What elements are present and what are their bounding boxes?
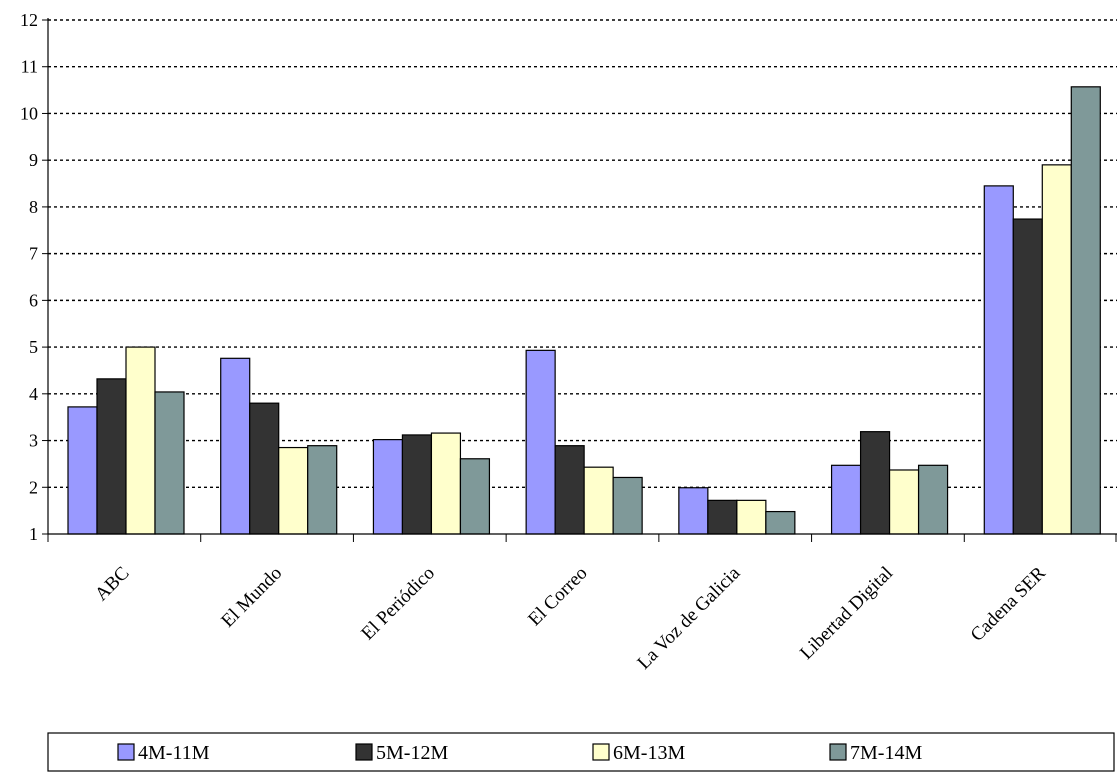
x-tick-label: Libertad Digital bbox=[796, 563, 897, 664]
bar-6M-13M-La Voz de Galicia bbox=[736, 499, 767, 535]
legend-label: 4M-11M bbox=[138, 742, 210, 764]
bar-7M-14M-El Periódico bbox=[459, 458, 491, 535]
bar-7M-14M-El Mundo bbox=[307, 445, 338, 535]
y-tick-label: 11 bbox=[21, 57, 38, 77]
bar-6M-13M-ABC bbox=[125, 346, 156, 535]
y-tick-label: 4 bbox=[29, 384, 38, 404]
legend-box bbox=[47, 732, 1115, 772]
bar-5M-12M-La Voz de Galicia bbox=[707, 499, 738, 535]
y-tick-label: 1 bbox=[29, 524, 38, 544]
bar-7M-14M-El Correo bbox=[612, 476, 643, 535]
bar-5M-12M-Cadena SER bbox=[1012, 218, 1043, 535]
x-tick-label: La Voz de Galicia bbox=[633, 562, 744, 673]
gridlines bbox=[48, 19, 1117, 488]
legend-swatch bbox=[829, 743, 847, 761]
y-tick-label: 8 bbox=[29, 197, 38, 217]
bar-5M-12M-El Correo bbox=[554, 445, 585, 535]
legend-label: 7M-14M bbox=[850, 742, 922, 764]
legend-swatch bbox=[592, 743, 610, 761]
bar-4M-11M-Libertad Digital bbox=[830, 464, 862, 535]
y-tick-label: 9 bbox=[29, 150, 38, 170]
bar-6M-13M-Libertad Digital bbox=[888, 469, 920, 535]
bar-6M-13M-El Periódico bbox=[430, 432, 462, 535]
y-tick-label: 2 bbox=[29, 477, 38, 497]
legend-swatch bbox=[355, 743, 373, 761]
x-tick-label: El Mundo bbox=[217, 563, 286, 632]
bar-6M-13M-Cadena SER bbox=[1041, 164, 1072, 535]
y-tick-label: 3 bbox=[29, 431, 38, 451]
bar-5M-12M-Libertad Digital bbox=[859, 431, 891, 535]
y-tick-label: 7 bbox=[29, 244, 38, 264]
x-tick-label: Cadena SER bbox=[967, 562, 1050, 645]
bar-6M-13M-El Correo bbox=[583, 466, 614, 535]
x-tick-label: El Correo bbox=[524, 563, 591, 630]
axes bbox=[42, 18, 1117, 542]
y-tick-label: 5 bbox=[29, 337, 38, 357]
bar-4M-11M-Cadena SER bbox=[983, 185, 1014, 535]
bar-7M-14M-Cadena SER bbox=[1070, 86, 1101, 535]
x-tick-labels: ABC El Mundo El Periódico El Correo La Voz d… bbox=[91, 562, 1050, 673]
bars bbox=[67, 86, 1101, 535]
y-tick-label: 12 bbox=[20, 10, 38, 30]
x-tick-label: ABC bbox=[91, 563, 133, 605]
y-tick-label: 6 bbox=[29, 290, 38, 310]
bar-4M-11M-El Periódico bbox=[372, 439, 404, 535]
legend-label: 6M-13M bbox=[613, 742, 685, 764]
bar-6M-13M-El Mundo bbox=[278, 446, 309, 535]
x-tick-label: El Periódico bbox=[357, 563, 439, 645]
legend-swatch bbox=[117, 743, 135, 761]
bar-4M-11M-El Mundo bbox=[220, 357, 251, 535]
bar-4M-11M-La Voz de Galicia bbox=[678, 487, 709, 535]
bar-5M-12M-ABC bbox=[96, 378, 127, 535]
legend-label: 5M-12M bbox=[376, 742, 448, 764]
bar-4M-11M-ABC bbox=[67, 406, 98, 535]
bar-4M-11M-El Correo bbox=[525, 349, 556, 535]
bar-5M-12M-El Mundo bbox=[249, 402, 280, 535]
y-tick-label: 10 bbox=[20, 103, 38, 123]
bar-7M-14M-ABC bbox=[154, 391, 185, 535]
bar-5M-12M-El Periódico bbox=[401, 434, 433, 535]
bar-7M-14M-La Voz de Galicia bbox=[765, 510, 796, 535]
legend: 4M-11M 5M-12M 6M-13M 7M-14M bbox=[47, 732, 1115, 772]
bar-7M-14M-Libertad Digital bbox=[917, 464, 949, 535]
